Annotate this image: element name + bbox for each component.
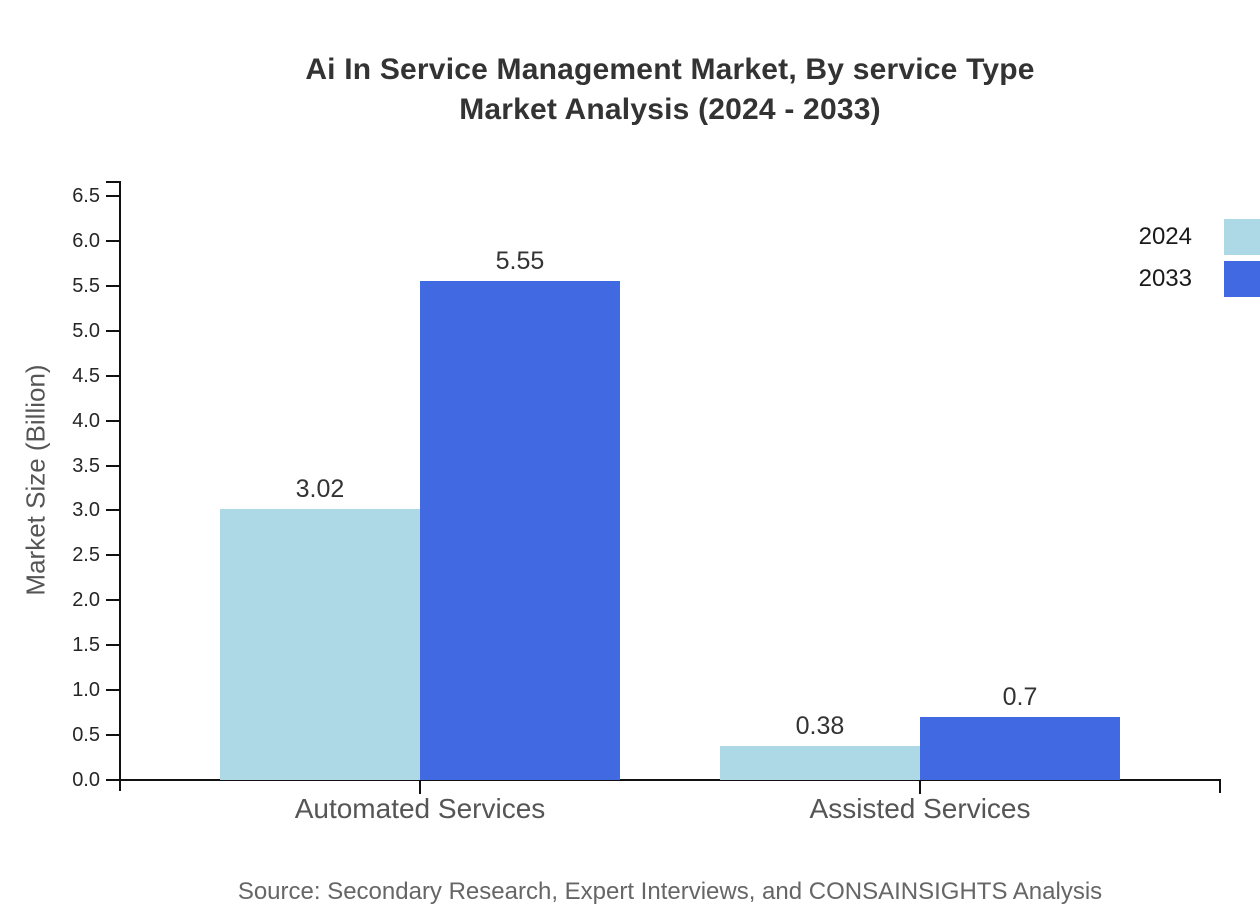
bar-value-label-2024-automated-services: 3.02	[295, 474, 345, 503]
y-tick-label: 1.5	[72, 634, 100, 657]
y-tick	[106, 419, 119, 422]
y-tick	[106, 509, 119, 512]
y-axis-line	[119, 181, 121, 791]
x-tick	[919, 781, 921, 794]
y-tick	[106, 734, 119, 737]
category-label-automated-services: Automated Services	[294, 793, 546, 824]
y-tick	[106, 554, 119, 557]
y-tick-label: 1.0	[72, 679, 100, 702]
y-tick	[106, 644, 119, 647]
y-tick-label: 5.0	[72, 319, 100, 342]
x-tick	[419, 781, 421, 794]
y-tick	[106, 689, 119, 692]
y-tick-label: 4.0	[72, 409, 100, 432]
bar-2024-assisted-services	[720, 745, 920, 780]
y-tick	[106, 464, 119, 467]
y-tick-label: 5.5	[72, 274, 100, 297]
bar-2033-automated-services	[420, 281, 620, 780]
bar-value-label-2024-assisted-services: 0.38	[795, 711, 845, 740]
y-tick-label: 2.5	[72, 544, 100, 567]
bar-2024-automated-services	[220, 508, 420, 780]
y-tick	[106, 329, 119, 332]
y-tick-label: 3.0	[72, 499, 100, 522]
chart-title-line2: Market Analysis (2024 - 2033)	[459, 93, 881, 126]
bar-value-label-2033-automated-services: 5.55	[495, 247, 545, 276]
y-tick	[106, 239, 119, 242]
bar-value-label-2033-assisted-services: 0.7	[1002, 683, 1038, 712]
source-note: Source: Secondary Research, Expert Inter…	[237, 878, 1103, 905]
y-tick	[106, 599, 119, 602]
y-tick	[106, 284, 119, 287]
y-tick-label: 6.5	[72, 184, 100, 207]
bar-2033-assisted-services	[920, 717, 1120, 780]
chart-title: Ai In Service Management Market, By serv…	[120, 50, 1220, 130]
y-tick-label: 0.0	[72, 769, 100, 791]
category-label-assisted-services: Assisted Services	[809, 793, 1031, 824]
x-axis-right-cap	[1219, 779, 1221, 793]
y-axis-top-cap	[106, 181, 119, 183]
y-tick	[106, 374, 119, 377]
y-tick	[106, 779, 119, 781]
y-tick-label: 2.0	[72, 589, 100, 612]
y-tick	[106, 194, 119, 197]
y-tick-label: 4.5	[72, 364, 100, 387]
x-axis-line	[116, 779, 1221, 781]
chart-title-line1: Ai In Service Management Market, By serv…	[305, 53, 1035, 86]
y-tick-label: 3.5	[72, 454, 100, 477]
y-tick-label: 6.0	[72, 229, 100, 252]
y-tick-label: 0.5	[72, 724, 100, 747]
